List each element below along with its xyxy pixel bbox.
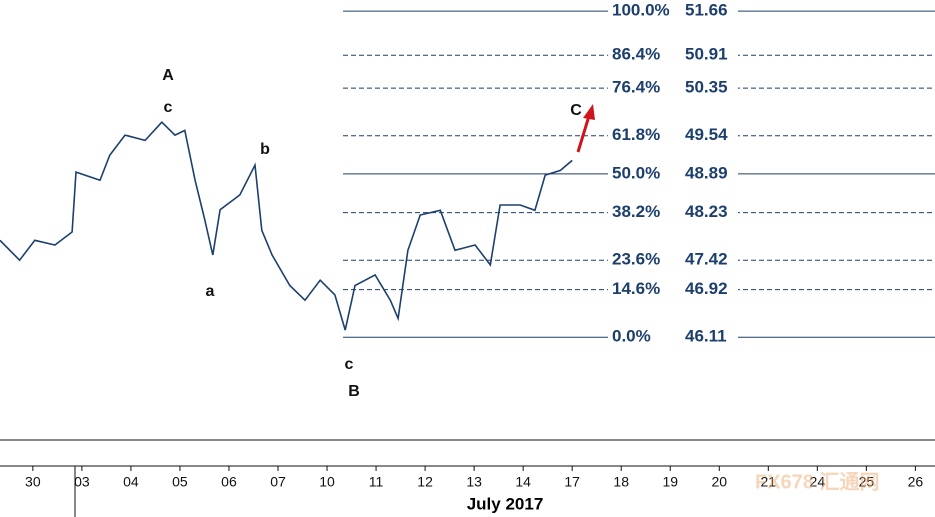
fib-value: 47.42	[685, 250, 728, 269]
fib-value: 50.91	[685, 45, 728, 64]
fib-ratio: 100.0%	[612, 1, 670, 20]
fib-ratio: 38.2%	[612, 202, 660, 221]
x-tick-label: 10	[319, 474, 335, 490]
x-tick-label: 30	[25, 474, 41, 490]
x-tick-label: 12	[417, 474, 433, 490]
wave-label: A	[162, 67, 174, 84]
x-tick-label: 14	[515, 474, 531, 490]
x-tick-label: 06	[221, 474, 237, 490]
fib-value: 46.11	[685, 327, 727, 346]
wave-label: c	[164, 99, 173, 116]
wave-label: b	[260, 141, 270, 158]
wave-label: C	[570, 102, 582, 119]
fib-value: 48.89	[685, 163, 728, 182]
fib-ratio: 61.8%	[612, 125, 660, 144]
label-bg	[608, 278, 738, 301]
x-tick-label: 07	[270, 474, 286, 490]
fib-ratio: 50.0%	[612, 163, 660, 182]
wave-label: c	[345, 356, 354, 373]
arrow-shaft	[576, 115, 591, 153]
x-axis-label: July 2017	[467, 494, 544, 513]
fib-value: 50.35	[685, 78, 728, 97]
label-bg	[608, 201, 738, 224]
wave-label: B	[348, 383, 360, 400]
x-tick-label: 24	[810, 474, 826, 490]
label-bg	[608, 0, 738, 23]
fib-value: 46.92	[685, 279, 728, 298]
watermark: FX678 汇通网	[755, 470, 879, 493]
fib-ratio: 0.0%	[612, 327, 651, 346]
x-tick-label: 21	[761, 474, 777, 490]
x-tick-label: 25	[859, 474, 875, 490]
wave-label: a	[206, 283, 215, 300]
fib-ratio: 86.4%	[612, 45, 660, 64]
arrow-head	[583, 104, 595, 120]
x-tick-label: 03	[74, 474, 90, 490]
label-bg	[608, 326, 738, 349]
fib-ratio: 14.6%	[612, 279, 660, 298]
label-bg	[608, 162, 738, 185]
label-bg	[608, 249, 738, 272]
fib-value: 51.66	[685, 1, 728, 20]
x-tick-label: 04	[123, 474, 139, 490]
price-line	[0, 121, 573, 331]
fib-value: 48.23	[685, 202, 728, 221]
fib-ratio: 23.6%	[612, 250, 660, 269]
label-bg	[608, 44, 738, 67]
x-tick-label: 05	[172, 474, 188, 490]
x-tick-label: 19	[662, 474, 678, 490]
x-tick-label: 18	[613, 474, 629, 490]
label-bg	[608, 77, 738, 100]
x-tick-label: 26	[908, 474, 924, 490]
x-tick-label: 17	[564, 474, 580, 490]
fib-value: 49.54	[685, 125, 728, 144]
fib-ratio: 76.4%	[612, 78, 660, 97]
x-tick-label: 13	[466, 474, 482, 490]
x-tick-label: 20	[711, 474, 727, 490]
x-tick-label: 11	[369, 474, 384, 490]
label-bg	[608, 124, 738, 147]
